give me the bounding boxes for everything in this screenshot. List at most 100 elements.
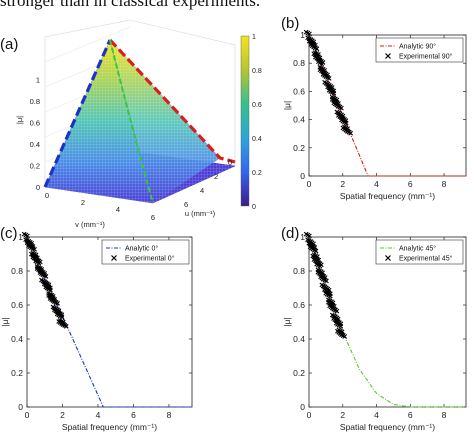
u-axis-label: u (mm⁻¹) — [185, 209, 216, 218]
x-axis-label: Spatial frequency (mm⁻¹) — [62, 422, 157, 432]
z-tick-label: 0.8 — [30, 97, 40, 106]
legend-label: Analytic 90° — [399, 43, 436, 51]
y-tick-label: 0.2 — [11, 368, 23, 378]
x-tick-label: 4 — [374, 179, 379, 189]
y-tick-label: 1 — [300, 30, 305, 40]
x-tick-label: 4 — [374, 410, 379, 420]
experimental-point — [348, 130, 354, 136]
z-grid-line — [44, 26, 131, 63]
y-tick-label: 0.8 — [293, 266, 305, 276]
colorbar-tick-label: 0.6 — [252, 102, 262, 109]
legend-marker — [111, 255, 117, 261]
panel-label: (d) — [281, 225, 299, 242]
experimental-point — [339, 105, 344, 111]
x-tick-label: 0 — [307, 179, 312, 189]
x-tick-label: 2 — [60, 410, 65, 420]
x-tick-label: 0 — [307, 410, 312, 420]
edge-line-red — [108, 38, 236, 164]
experimental-point — [319, 61, 325, 66]
surface-face-front-mesh — [45, 40, 153, 203]
z-tick-label: 0.6 — [30, 119, 40, 128]
experimental-point — [32, 246, 37, 252]
u-tick-label: 0 — [228, 158, 232, 167]
x-tick-label: 8 — [442, 179, 447, 189]
x-tick-label: 2 — [340, 179, 345, 189]
z-tick-label: 0 — [36, 183, 40, 192]
experimental-point — [36, 260, 42, 266]
y-axis-label: |μ| — [282, 101, 292, 110]
x-axis-label: Spatial frequency (mm⁻¹) — [340, 422, 435, 432]
y-tick-label: 0.6 — [293, 300, 305, 310]
panel-label: (b) — [281, 15, 299, 32]
v-tick-label: 2 — [81, 198, 85, 207]
legend-marker — [385, 53, 391, 59]
surface-face-right-mesh — [110, 40, 220, 203]
y-tick-label: 0.6 — [11, 300, 23, 310]
analytic-line — [26, 236, 192, 408]
x-tick-label: 8 — [442, 410, 447, 420]
panel-b: (b) 0 2 4 6 8 0 0.2 0.4 0.6 0.8 1 Spatial frequency … — [281, 15, 467, 201]
y-tick-label: 0.6 — [293, 86, 305, 96]
y-tick-label: 0.4 — [293, 334, 305, 344]
z-tick-label: 0.2 — [30, 162, 40, 171]
v-tick-label: 6 — [151, 213, 155, 222]
y-axis-label: |μ| — [282, 317, 292, 326]
v-tick-label: 4 — [116, 205, 120, 214]
colorbar-tick-label: 1 — [252, 34, 256, 41]
u-tick-label: 4 — [200, 186, 204, 195]
legend-marker — [385, 255, 391, 261]
y-tick-label: 1 — [18, 232, 23, 242]
plot-area — [26, 236, 193, 408]
legend-label: Analytic 45° — [399, 245, 436, 253]
z-tick-label: 0.4 — [30, 140, 40, 149]
experimental-point — [326, 76, 332, 81]
y-tick-label: 1 — [300, 232, 305, 242]
experimental-point — [324, 278, 329, 284]
experimental-point — [307, 233, 312, 239]
y-tick-label: 0.8 — [293, 58, 305, 68]
panel-c: (c) 0 2 4 6 8 0 0.2 0.4 0.6 0.8 1 Spatial frequency … — [0, 225, 193, 432]
legend-label: Experimental 90° — [399, 53, 453, 61]
experimental-point — [342, 334, 348, 339]
panel-label: (c) — [0, 225, 18, 242]
experimental-point — [317, 263, 323, 269]
v-tick-label: 0 — [45, 191, 49, 200]
x-tick-label: 0 — [25, 410, 30, 420]
y-tick-label: 0.4 — [293, 115, 305, 125]
experimental-point — [307, 31, 312, 37]
analytic-line — [308, 34, 466, 177]
experimental-point — [314, 46, 320, 52]
experimental-point — [43, 273, 49, 279]
x-tick-label: 6 — [131, 410, 136, 420]
y-tick-label: 0.8 — [11, 266, 23, 276]
colorbar-tick-label: 0.8 — [252, 68, 262, 75]
v-axis-label: v (mm⁻¹) — [75, 220, 105, 229]
legend-label: Experimental 0° — [125, 255, 175, 263]
y-tick-label: 0 — [18, 402, 23, 412]
experimental-point — [338, 323, 344, 329]
experimental-point — [331, 90, 337, 96]
y-tick-label: 0 — [300, 171, 305, 181]
x-tick-label: 6 — [408, 410, 413, 420]
colorbar-tick-label: 0.4 — [252, 136, 262, 143]
x-axis-label: Spatial frequency (mm⁻¹) — [340, 191, 435, 201]
colorbar — [240, 35, 250, 207]
y-tick-label: 0 — [300, 402, 305, 412]
panels-2d: (b) 0 2 4 6 8 0 0.2 0.4 0.6 0.8 1 Spatial frequency … — [0, 15, 467, 432]
y-tick-label: 0.2 — [293, 143, 305, 153]
experimental-point — [334, 308, 340, 314]
y-tick-label: 0.2 — [293, 368, 305, 378]
x-tick-label: 4 — [96, 410, 101, 420]
experimental-point — [343, 120, 349, 126]
panel-label: (a) — [0, 36, 18, 53]
experimental-point — [48, 287, 53, 293]
x-tick-label: 2 — [340, 410, 345, 420]
u-tick-label: 2 — [214, 172, 218, 181]
z-axis-label: |μ| — [15, 116, 24, 124]
experimental-point — [313, 248, 319, 254]
experimental-point — [59, 314, 65, 320]
colorbar-tick-label: 0.2 — [252, 170, 262, 177]
experimental-point — [25, 233, 30, 239]
